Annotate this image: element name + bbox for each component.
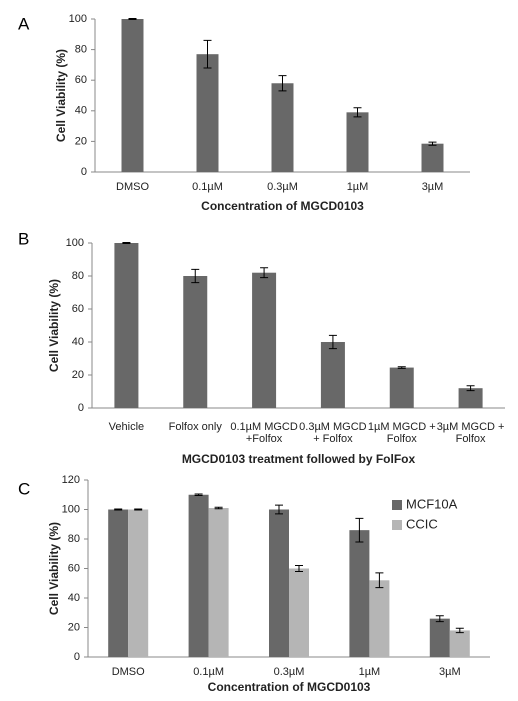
bar [429,618,450,657]
bar [252,272,277,408]
panel-label: C [18,479,30,498]
y-tick-label: 40 [75,105,87,117]
legend-swatch [392,520,402,530]
error-bar [260,267,269,279]
y-axis-title: Cell Viability (%) [47,522,61,615]
x-tick-label: 3µM [439,666,461,678]
error-bar [295,565,303,572]
y-tick-label: 0 [74,651,80,663]
bar [458,388,483,408]
bar [289,568,309,657]
bar [128,509,149,657]
label-line: 3µM MGCD + [437,421,505,433]
y-axis-title: Cell Viability (%) [47,279,61,372]
y-tick-label: 0 [81,166,87,178]
panel-label: B [18,229,29,248]
bar [208,508,229,657]
y-tick-label: 60 [75,74,87,86]
y-tick-label: 40 [68,592,80,604]
bar [349,530,370,657]
label-line: 0.3µM MGCD [299,421,367,433]
error-bar [275,504,283,515]
y-tick-label: 100 [66,237,84,249]
error-bar [122,242,131,244]
y-tick-label: 40 [72,336,84,348]
y-tick-label: 20 [72,369,84,381]
label-line: 1µM MGCD + [368,421,436,433]
error-bar [278,75,287,92]
bar [121,19,144,172]
error-bar [355,517,364,543]
x-tick-label: 0.1µM [192,181,223,193]
y-tick-label: 80 [75,44,87,56]
error-bar [134,508,143,511]
bar [183,276,208,408]
x-tick-label: 0.3µM [267,181,298,193]
x-tick-label: 3µM [422,181,444,193]
x-tick-label: Vehicle [109,421,144,433]
x-axis-title: Concentration of MGCD0103 [201,199,364,213]
error-bar [191,268,200,284]
x-tick-label: 0.3µM [274,666,305,678]
x-tick-label: 1µM [359,666,381,678]
bar [369,580,390,657]
label-line: Folfox [456,433,486,445]
bar [188,494,209,657]
y-tick-label: 100 [69,13,87,25]
y-tick-label: 0 [78,402,84,414]
y-tick-label: 100 [62,503,80,515]
error-bar [397,366,406,369]
x-tick-label: 1µM MGCD + Folfox [368,421,436,445]
bar [269,509,289,657]
label-line: 0.1µM MGCD [230,421,298,433]
bar [320,342,345,408]
bar [271,83,294,172]
x-tick-label: 3µM MGCD + Folfox [437,421,505,445]
legend-swatch [392,500,402,510]
y-tick-label: 60 [72,303,84,315]
bar [196,54,219,172]
x-tick-label: Folfox only [169,421,223,433]
y-tick-label: 80 [68,533,80,545]
error-bar [455,627,464,634]
y-tick-label: 60 [68,562,80,574]
bar [114,243,139,408]
x-tick-label: DMSO [112,666,145,678]
bar [346,112,369,172]
error-bar [114,508,123,511]
legend-label: MCF10A [406,496,458,511]
x-tick-label: 0.1µM [193,666,224,678]
y-tick-label: 20 [68,621,80,633]
error-bar [375,572,384,589]
error-bar [214,506,223,510]
y-tick-label: 80 [72,270,84,282]
panel-label: A [18,14,30,33]
x-tick-label: DMSO [116,181,149,193]
bar [421,143,444,172]
error-bar [128,18,137,20]
x-tick-label: 1µM [347,181,369,193]
y-tick-label: 120 [62,474,80,486]
error-bar [203,39,212,69]
error-bar [428,141,437,146]
error-bar [466,385,475,392]
y-tick-label: 20 [75,135,87,147]
legend-label: CCIC [406,516,438,531]
y-axis-title: Cell Viability (%) [54,49,68,142]
x-tick-label: 0.1µM MGCD +Folfox [230,421,298,445]
error-bar [353,107,362,118]
x-tick-label: 0.3µM MGCD + Folfox [299,421,367,445]
bar [108,509,129,657]
bar [449,630,470,657]
label-line: +Folfox [246,433,283,445]
x-axis-title: Concentration of MGCD0103 [208,680,371,694]
error-bar [328,334,337,350]
x-axis-title: MGCD0103 treatment followed by FolFox [182,452,416,466]
error-bar [435,615,444,623]
label-line: + Folfox [313,433,353,445]
bar [389,367,414,408]
label-line: Folfox [387,433,417,445]
error-bar [194,493,203,496]
